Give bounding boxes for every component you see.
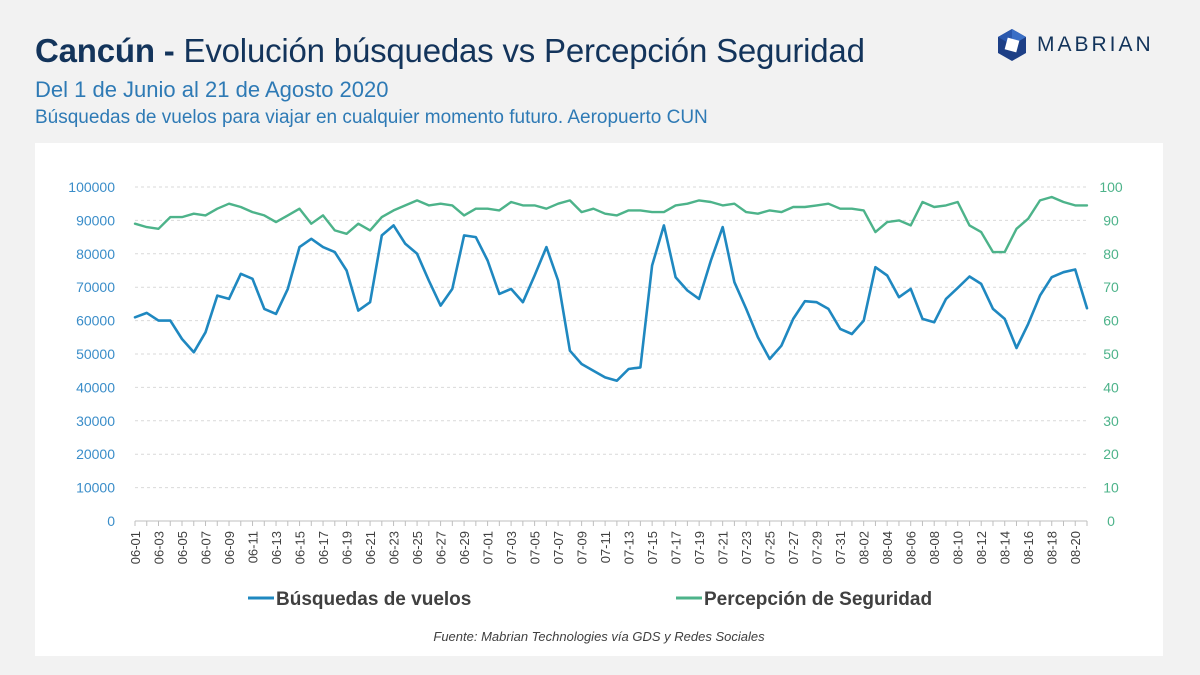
x-tick-label: 07-03 xyxy=(504,531,519,564)
y-right-tick-label: 70 xyxy=(1103,279,1119,295)
x-tick-label: 08-10 xyxy=(951,531,966,564)
y-right-tick-label: 10 xyxy=(1103,480,1119,496)
y-left-tick-label: 0 xyxy=(107,513,115,529)
y-left-tick-label: 30000 xyxy=(76,413,115,429)
x-tick-label: 07-23 xyxy=(739,531,754,564)
title-text: Evolución búsquedas vs Percepción Seguri… xyxy=(183,32,865,69)
x-tick-label: 06-05 xyxy=(175,531,190,564)
x-tick-label: 08-12 xyxy=(974,531,989,564)
x-tick-label: 06-03 xyxy=(152,531,167,564)
y-right-tick-label: 50 xyxy=(1103,346,1119,362)
y-left-tick-label: 60000 xyxy=(76,313,115,329)
x-tick-label: 06-23 xyxy=(387,531,402,564)
x-tick-label: 07-27 xyxy=(786,531,801,564)
series-line-seguridad xyxy=(133,195,1089,254)
x-tick-label: 07-25 xyxy=(763,531,778,564)
x-tick-label: 08-18 xyxy=(1045,531,1060,564)
x-tick-label: 07-19 xyxy=(692,531,707,564)
y-right-tick-label: 0 xyxy=(1107,513,1115,529)
x-tick-label: 07-07 xyxy=(551,531,566,564)
x-tick-label: 07-13 xyxy=(622,531,637,564)
grid-lines xyxy=(135,186,1087,522)
y-left-tick-label: 90000 xyxy=(76,212,115,228)
y-right-tick-label: 40 xyxy=(1103,379,1119,395)
y-left-tick-label: 40000 xyxy=(76,379,115,395)
x-tick-label: 08-02 xyxy=(857,531,872,564)
y-left-tick-label: 50000 xyxy=(76,346,115,362)
x-tick-label: 06-11 xyxy=(246,531,261,563)
x-tick-label: 06-07 xyxy=(199,531,214,564)
legend: Búsquedas de vuelos Percepción de Segurid… xyxy=(248,589,932,610)
x-tick-label: 06-01 xyxy=(128,531,143,564)
title-city: Cancún - xyxy=(35,32,175,69)
x-tick-label: 08-04 xyxy=(880,531,895,564)
x-tick-label: 08-20 xyxy=(1068,531,1083,564)
y-left-tick-label: 10000 xyxy=(76,480,115,496)
x-tick-label: 06-25 xyxy=(410,531,425,564)
x-axis: 06-01 06-03 06-05 06-07 06-09 06-11 06-13 06-15… xyxy=(128,521,1088,564)
y-right-tick-label: 30 xyxy=(1103,413,1119,429)
logo-wordmark: MABRIAN xyxy=(1037,33,1154,56)
chart-panel: 0 10000 20000 30000 40000 50000 60000 70000 8000… xyxy=(35,143,1163,656)
chart-subtitle: Del 1 de Junio al 21 de Agosto 2020 xyxy=(35,77,389,102)
chart-description: Búsquedas de vuelos para viajar en cualq… xyxy=(35,107,708,128)
x-tick-label: 06-29 xyxy=(457,531,472,564)
x-tick-label: 07-15 xyxy=(645,531,660,564)
x-tick-label: 07-21 xyxy=(716,531,731,564)
x-tick-label: 07-29 xyxy=(810,531,825,564)
legend-label: Búsquedas de vuelos xyxy=(276,589,471,610)
x-tick-label: 06-17 xyxy=(316,531,331,564)
y-left-tick-label: 70000 xyxy=(76,279,115,295)
y-right-tick-label: 20 xyxy=(1103,446,1119,462)
mabrian-logo-icon xyxy=(998,29,1026,61)
legend-label: Percepción de Seguridad xyxy=(704,589,932,610)
y-right-tick-label: 90 xyxy=(1103,212,1119,228)
series-lines xyxy=(133,195,1089,382)
y-left-tick-label: 100000 xyxy=(68,179,115,195)
mabrian-logo: MABRIAN xyxy=(995,28,1154,62)
x-tick-label: 08-06 xyxy=(904,531,919,564)
y-right-tick-label: 60 xyxy=(1103,313,1119,329)
y-right-tick-label: 80 xyxy=(1103,246,1119,262)
y-axis-right: 0 10 20 30 40 50 60 70 80 90 100 xyxy=(1099,179,1123,529)
y-left-tick-label: 20000 xyxy=(76,446,115,462)
x-tick-label: 07-31 xyxy=(833,531,848,564)
x-tick-label: 07-09 xyxy=(575,531,590,564)
x-tick-label: 08-08 xyxy=(927,531,942,564)
x-tick-label: 07-05 xyxy=(528,531,543,564)
y-right-tick-label: 100 xyxy=(1099,179,1123,195)
chart-title: Cancún - Evolución búsquedas vs Percepci… xyxy=(35,32,865,70)
x-tick-label: 06-15 xyxy=(293,531,308,564)
x-tick-label: 08-14 xyxy=(998,531,1013,564)
x-tick-label: 07-11 xyxy=(598,531,613,563)
series-line-busquedas xyxy=(133,224,1089,382)
x-tick-label: 06-13 xyxy=(269,531,284,564)
x-tick-label: 06-09 xyxy=(222,531,237,564)
x-tick-label: 06-27 xyxy=(434,531,449,564)
line-chart: 0100002000030000400005000060000700008000… xyxy=(68,179,1123,644)
x-tick-label: 06-21 xyxy=(363,531,378,564)
x-tick-label: 07-01 xyxy=(481,531,496,564)
x-tick-label: 06-19 xyxy=(340,531,355,564)
x-tick-label: 08-16 xyxy=(1021,531,1036,564)
y-left-tick-label: 80000 xyxy=(76,246,115,262)
x-tick-label: 07-17 xyxy=(669,531,684,564)
source-note: Fuente: Mabrian Technologies vía GDS y R… xyxy=(433,629,765,644)
y-axis-left: 0 10000 20000 30000 40000 50000 60000 70000 8000… xyxy=(68,179,115,529)
